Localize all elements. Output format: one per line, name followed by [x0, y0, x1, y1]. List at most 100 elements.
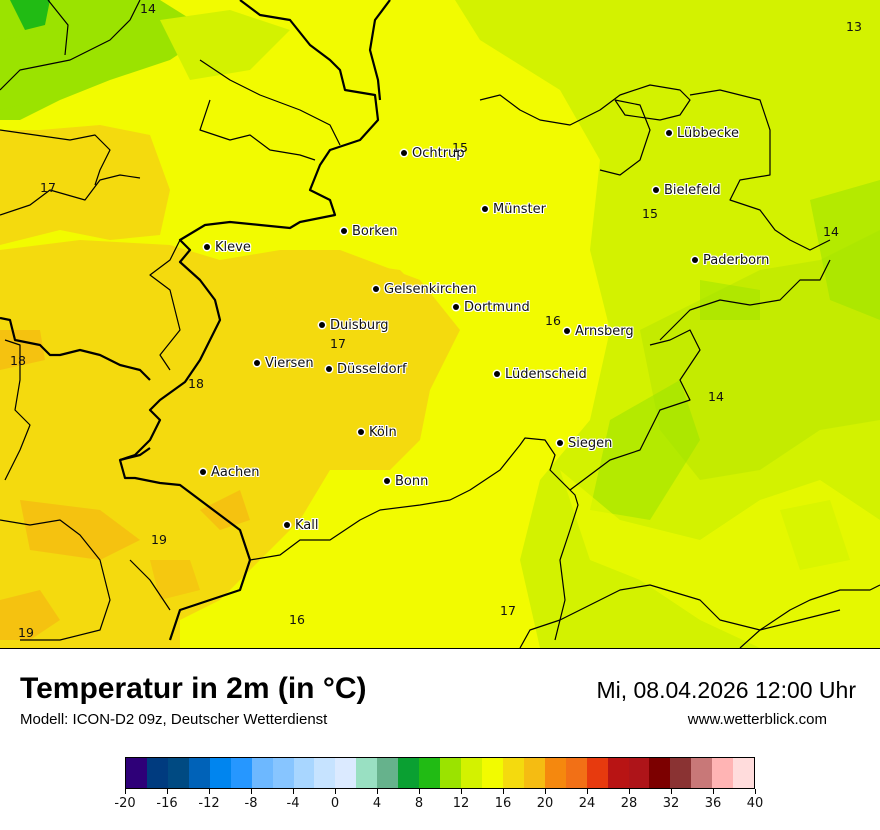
isotherm-label: 19	[151, 532, 167, 547]
colorbar-tick-label: 24	[578, 796, 596, 811]
colorbar-segment	[691, 758, 713, 788]
city-name: Borken	[352, 224, 398, 239]
isotherm-label: 13	[846, 19, 862, 34]
city-name: Paderborn	[703, 253, 770, 268]
colorbar-segment	[377, 758, 399, 788]
city-dot-icon	[482, 205, 488, 212]
colorbar-tick-label: -12	[198, 796, 220, 811]
city-marker: Bielefeld	[653, 184, 721, 198]
city-marker: Ochtrup	[401, 147, 465, 161]
city-dot-icon	[373, 285, 379, 292]
website-link[interactable]: www.wetterblick.com	[687, 711, 827, 728]
temperature-field	[0, 0, 880, 648]
city-dot-icon	[200, 468, 206, 475]
city-dot-icon	[326, 365, 332, 372]
colorbar-segment	[670, 758, 692, 788]
colorbar-segment	[607, 758, 629, 788]
colorbar-segment	[293, 758, 315, 788]
colorbar-tick	[292, 789, 294, 794]
city-marker: Düsseldorf	[326, 363, 407, 377]
city-dot-icon	[284, 521, 290, 528]
colorbar-segment	[335, 758, 357, 788]
colorbar-tick	[376, 789, 378, 794]
colorbar-segment	[649, 758, 671, 788]
city-name: Siegen	[568, 436, 613, 451]
city-dot-icon	[341, 227, 347, 234]
city-name: Gelsenkirchen	[384, 282, 477, 297]
city-dot-icon	[653, 186, 659, 193]
colorbar-segment	[146, 758, 168, 788]
city-name: Kleve	[215, 240, 251, 255]
city-dot-icon	[564, 327, 570, 334]
colorbar-tick	[754, 789, 756, 794]
colorbar-segment	[314, 758, 336, 788]
isotherm-label: 19	[18, 625, 34, 640]
colorbar-tick-label: -20	[114, 796, 136, 811]
colorbar-tick-label: -16	[156, 796, 178, 811]
colorbar-segment	[481, 758, 503, 788]
colorbar-segment	[188, 758, 210, 788]
city-dot-icon	[494, 370, 500, 377]
model-info: Modell: ICON-D2 09z, Deutscher Wetterdie…	[20, 711, 328, 728]
colorbar-tick-label: 4	[372, 796, 382, 811]
colorbar-tick	[418, 789, 420, 794]
colorbar-tick	[250, 789, 252, 794]
city-dot-icon	[358, 428, 364, 435]
city-dot-icon	[692, 256, 698, 263]
isotherm-label: 16	[545, 313, 561, 328]
colorbar-segment	[126, 758, 147, 788]
city-dot-icon	[384, 477, 390, 484]
colorbar-segment	[272, 758, 294, 788]
city-name: Lübbecke	[677, 126, 739, 141]
colorbar-tick	[334, 789, 336, 794]
city-marker: Viersen	[254, 357, 314, 371]
colorbar-segment	[523, 758, 545, 788]
colorbar-segment	[586, 758, 608, 788]
colorbar-tick	[670, 789, 672, 794]
isotherm-label: 17	[330, 336, 346, 351]
colorbar-tick	[166, 789, 168, 794]
city-name: Lüdenscheid	[505, 367, 587, 382]
colorbar-segment	[565, 758, 587, 788]
colorbar-segment	[398, 758, 420, 788]
map-title: Temperatur in 2m (in °C)	[20, 672, 367, 705]
city-name: Bielefeld	[664, 183, 721, 198]
city-name: Kall	[295, 518, 319, 533]
city-dot-icon	[254, 359, 260, 366]
isotherm-label: 15	[452, 140, 468, 155]
isotherm-label: 14	[708, 389, 724, 404]
isotherm-label: 16	[289, 612, 305, 627]
forecast-datetime: Mi, 08.04.2026 12:00 Uhr	[596, 677, 856, 703]
city-name: Bonn	[395, 474, 429, 489]
city-name: Duisburg	[330, 318, 389, 333]
city-name: Viersen	[265, 356, 314, 371]
city-name: Dortmund	[464, 300, 530, 315]
city-dot-icon	[666, 129, 672, 136]
city-marker: Köln	[358, 426, 397, 440]
city-dot-icon	[453, 303, 459, 310]
colorbar-tick-label: 12	[452, 796, 470, 811]
isotherm-label: 18	[10, 353, 26, 368]
colorbar-tick	[628, 789, 630, 794]
colorbar-tick-label: 8	[414, 796, 424, 811]
city-marker: Lübbecke	[666, 127, 739, 141]
colorbar-tick-label: 20	[536, 796, 554, 811]
colorbar-tick	[460, 789, 462, 794]
city-marker: Duisburg	[319, 319, 389, 333]
colorbar-tick-label: 0	[330, 796, 340, 811]
colorbar-tick-label: -8	[244, 796, 258, 811]
temperature-map: Lübbecke Ochtrup Bielefeld Münster Borken Kle…	[0, 0, 880, 649]
city-marker: Dortmund	[453, 301, 530, 315]
city-name: Münster	[493, 202, 546, 217]
isotherm-label: 14	[140, 1, 156, 16]
city-name: Düsseldorf	[337, 362, 407, 377]
colorbar-tick	[712, 789, 714, 794]
colorbar-tick-label: -4	[286, 796, 300, 811]
colorbar-segment	[628, 758, 650, 788]
isotherm-label: 18	[188, 376, 204, 391]
city-marker: Aachen	[200, 466, 259, 480]
colorbar-segment	[167, 758, 189, 788]
isotherm-label: 17	[40, 180, 56, 195]
colorbar-tick-label: 32	[662, 796, 680, 811]
colorbar-tick	[586, 789, 588, 794]
